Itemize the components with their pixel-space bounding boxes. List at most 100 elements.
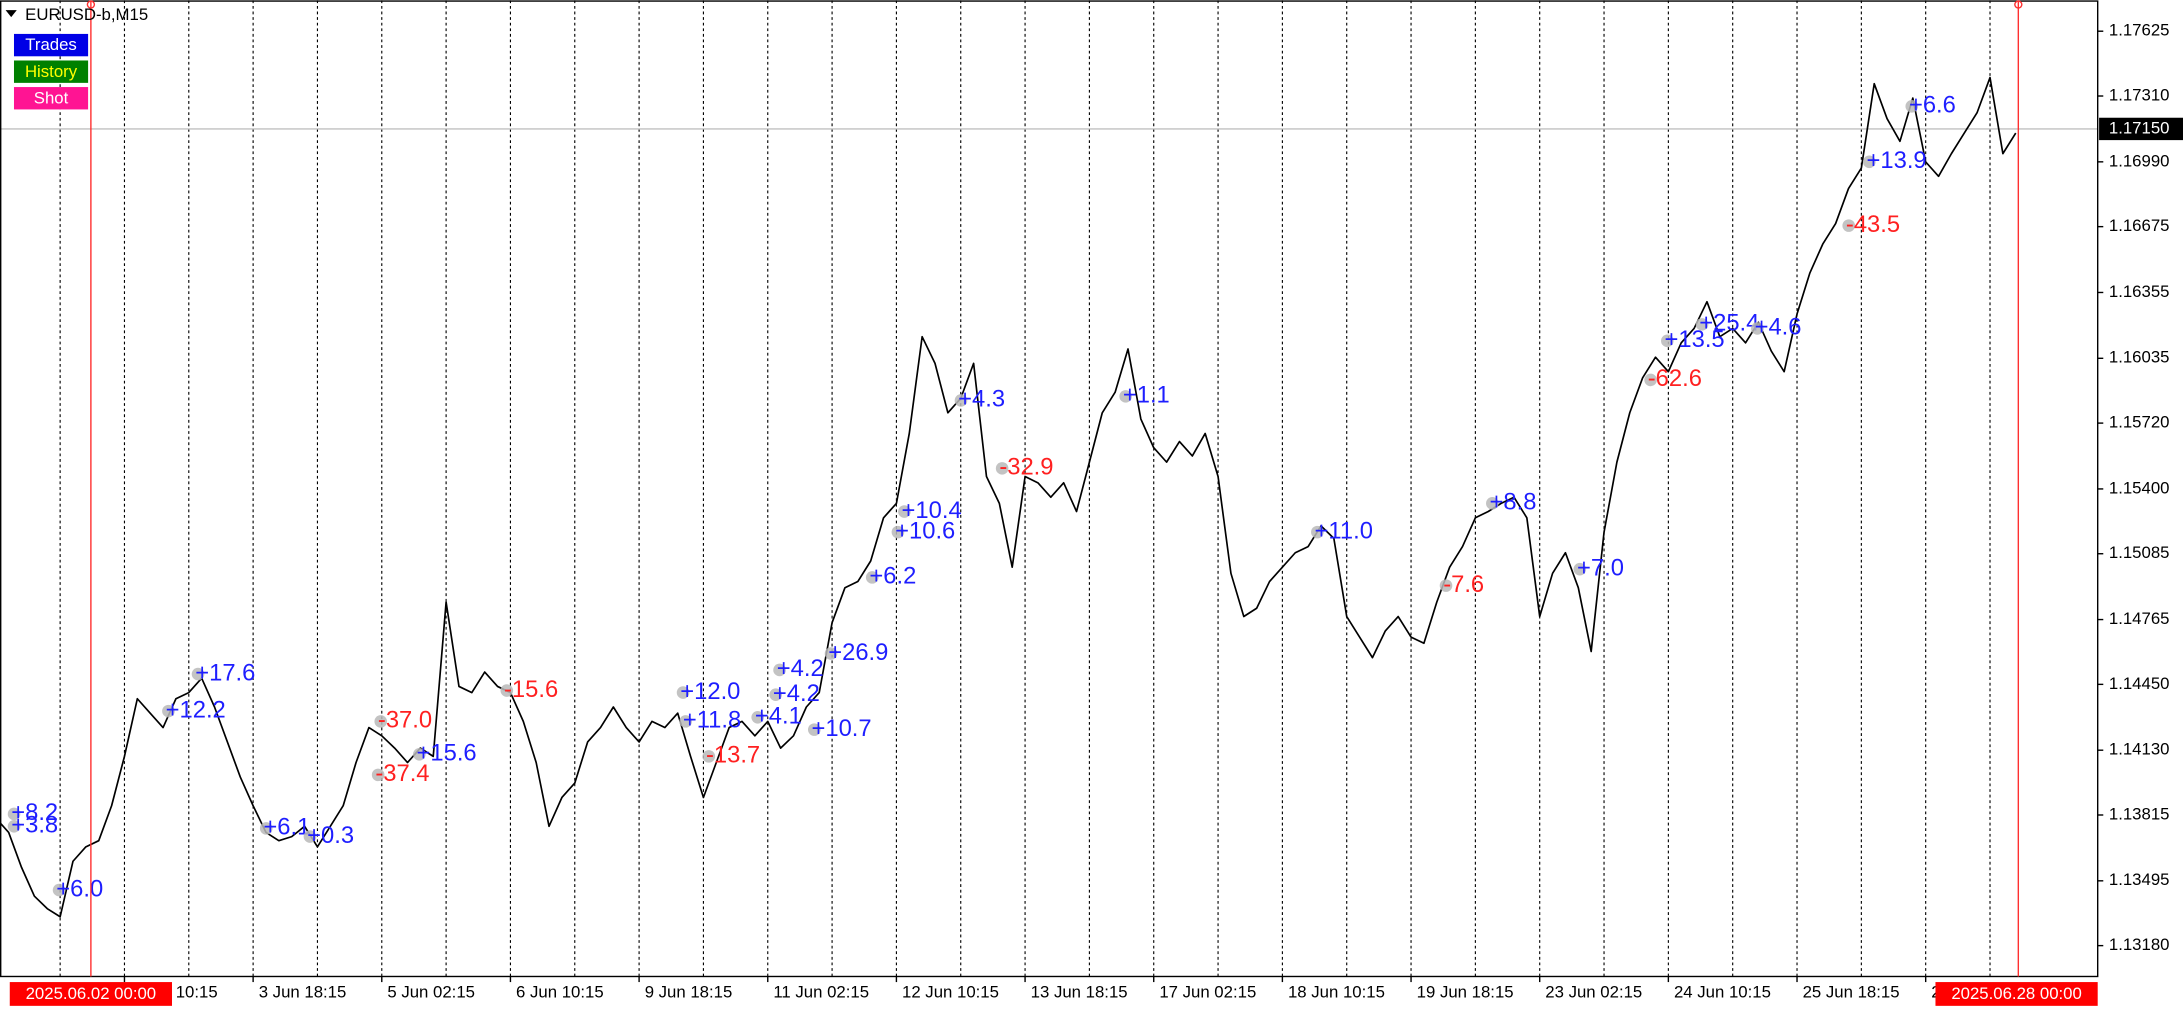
x-tick-label: 18 Jun 10:15: [1288, 983, 1385, 1002]
trade-label: +11.8: [683, 707, 741, 734]
trade-marker: [259, 822, 273, 835]
trade-label: +11.0: [1315, 517, 1373, 544]
trade-label: +4.3: [958, 386, 1005, 413]
trade-marker: [374, 715, 388, 728]
trade-marker: [1119, 390, 1132, 403]
trade-marker: [413, 748, 426, 761]
y-tick-label: 1.16355: [2109, 282, 2170, 301]
x-tick-label: 11 Jun 02:15: [773, 983, 869, 1002]
trade-label: +4.2: [773, 680, 820, 707]
y-tick-label: 1.13180: [2109, 935, 2170, 954]
trade-marker: [1486, 497, 1499, 510]
x-tick-label: 9 Jun 18:15: [645, 983, 733, 1002]
trade-label: +6.0: [56, 875, 103, 902]
trade-label: +17.6: [195, 659, 255, 686]
trade-marker: [1644, 373, 1657, 387]
trade-label: -62.6: [1648, 365, 1702, 392]
trade-marker: [7, 807, 21, 821]
trade-marker: [865, 571, 879, 584]
trade-label: +1.1: [1123, 382, 1170, 409]
button-label[interactable]: Shot: [34, 88, 69, 107]
trade-label: -7.6: [1443, 571, 1484, 598]
button[interactable]: [13, 60, 89, 83]
price-series: +8.2+3.8 +6.0 +17.6 +12.2 +6.1+0.3 -37.0 -37.4…: [0, 76, 2017, 918]
y-tick-label: 1.13495: [2109, 870, 2170, 889]
button[interactable]: [13, 33, 89, 57]
menu-arrow: [5, 10, 17, 18]
trade-label: +4.2: [777, 655, 824, 682]
trade-marker: [1842, 219, 1856, 232]
x-tick-label: 6 Jun 10:15: [516, 983, 604, 1002]
trade-marker: [824, 647, 838, 660]
trade-marker: [702, 750, 716, 763]
trade-marker: [191, 667, 205, 681]
x-tick-label: 17 Jun 02:15: [1159, 983, 1256, 1002]
marker-handle: [2014, 0, 2023, 9]
trade-marker: [7, 820, 21, 833]
marker-handle: [86, 0, 96, 9]
trade-label: -37.0: [378, 707, 432, 734]
chart-title: EURUSD-b,M15: [25, 5, 148, 24]
marker-label: 2025.06.02 00:00: [26, 984, 157, 1003]
trade-label: +7.0: [1577, 554, 1624, 581]
trade-label: +0.3: [307, 822, 354, 849]
trade-label: +26.9: [828, 639, 888, 666]
trade-marker: [1439, 579, 1453, 592]
trade-marker: [995, 462, 1009, 475]
x-tick-label: 24 Jun 10:15: [1674, 983, 1771, 1002]
y-tick-label: 1.16675: [2109, 216, 2170, 235]
trade-label: +13.9: [1867, 147, 1927, 174]
trade-marker: [898, 505, 911, 518]
trade-label: -15.6: [504, 676, 558, 703]
y-tick-label: 1.14450: [2109, 674, 2170, 693]
trade-label: +8.8: [1490, 489, 1537, 516]
y-tick-label: 1.14130: [2109, 740, 2170, 759]
trade-label: +12.0: [680, 678, 740, 705]
trade-marker: [808, 723, 821, 736]
trade-label: -13.7: [706, 742, 760, 769]
y-tick-label: 1.15400: [2109, 478, 2170, 497]
trade-marker: [1695, 318, 1709, 331]
trade-marker: [1661, 334, 1674, 348]
marker-label: 2025.06.28 00:00: [1951, 984, 2082, 1003]
trade-marker: [773, 663, 786, 677]
x-tick-label: 3 Jun 18:15: [259, 983, 347, 1002]
trade-label: +8.2: [11, 799, 58, 826]
x-tick-label: 5 Jun 02:15: [387, 983, 475, 1002]
x-tick-label: 13 Jun 18:15: [1031, 983, 1128, 1002]
y-tick-label: 1.16990: [2109, 151, 2170, 170]
trade-label: +4.6: [1755, 314, 1802, 341]
trade-label: +6.6: [1909, 92, 1956, 119]
marker-box: [1935, 982, 2098, 1006]
trade-marker: [769, 688, 782, 701]
trade-marker: [1573, 562, 1587, 576]
y-tick-label: 1.17625: [2109, 21, 2170, 40]
price-line: [0, 76, 2017, 918]
trade-label: +10.4: [902, 497, 962, 524]
y-tick-label: 1.16035: [2109, 348, 2170, 367]
button-label[interactable]: History: [25, 62, 78, 81]
trade-marker: [679, 715, 692, 728]
trade-marker: [371, 768, 385, 782]
y-tick-label: 1.13815: [2109, 804, 2170, 823]
trade-marker: [303, 830, 317, 843]
button-label[interactable]: Trades: [25, 35, 77, 54]
x-tick-label: 25 Jun 18:15: [1803, 983, 1900, 1002]
trade-marker: [891, 525, 905, 539]
button[interactable]: [13, 87, 89, 110]
current-price-box: [2099, 117, 2183, 141]
trade-label: +25.4: [1699, 310, 1759, 337]
current-price-label: 1.17150: [2109, 118, 2170, 137]
marker-box: [9, 982, 172, 1006]
trade-marker: [954, 394, 968, 407]
y-tick-label: 1.15720: [2109, 413, 2170, 432]
trade-marker: [500, 684, 514, 697]
trade-label: -37.4: [375, 760, 429, 787]
x-tick-label: 12 Jun 10:15: [902, 983, 999, 1002]
y-tick-label: 1.14765: [2109, 609, 2170, 628]
trade-label: +6.2: [869, 563, 916, 590]
trade-marker: [1905, 100, 1919, 113]
